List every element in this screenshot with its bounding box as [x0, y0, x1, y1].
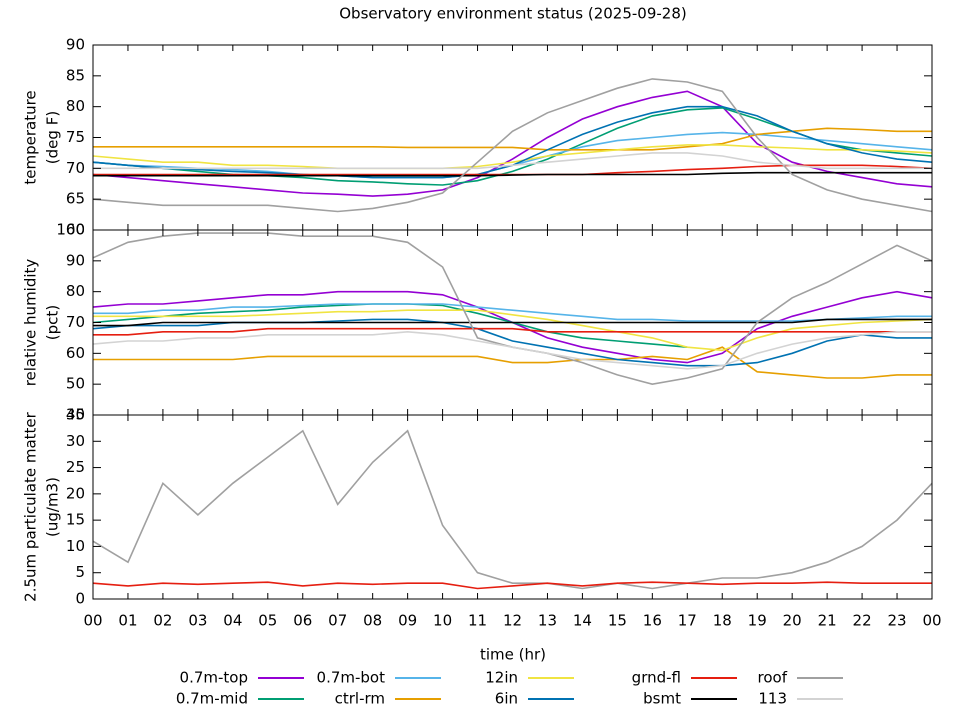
- legend-label: 0.7m-mid: [176, 690, 248, 708]
- series-line: [92, 581, 932, 590]
- y-tick-label: 90: [66, 251, 85, 269]
- y-tick-label: 60: [66, 221, 85, 239]
- x-tick-label: 17: [678, 612, 697, 630]
- series-line: [93, 327, 932, 336]
- x-tick-label: 15: [608, 612, 627, 630]
- y-tick-label: 65: [66, 190, 85, 208]
- series-line: [92, 330, 932, 370]
- y-tick-label: 70: [66, 159, 85, 177]
- x-tick-label: 04: [223, 612, 242, 630]
- series-line: [93, 152, 932, 170]
- x-tick-label: 03: [188, 612, 207, 630]
- legend-label: 6in: [495, 690, 518, 708]
- plot-frame: [92, 44, 933, 231]
- legend-label: bsmt: [643, 690, 681, 708]
- y-tick-label: 80: [66, 97, 85, 115]
- y-tick-label: 15: [66, 511, 85, 529]
- x-tick-label: 01: [118, 612, 137, 630]
- series-line: [92, 78, 933, 213]
- x-tick-label: 21: [818, 612, 837, 630]
- x-tick-label: 11: [468, 612, 487, 630]
- x-tick-label: 13: [538, 612, 557, 630]
- legend-label: 12in: [485, 669, 518, 687]
- y-axis-label: (deg F): [44, 111, 62, 164]
- y-tick-label: 80: [66, 282, 85, 300]
- y-tick-label: 5: [75, 563, 85, 581]
- x-axis-label: time (hr): [480, 646, 546, 664]
- legend-label: 0.7m-bot: [317, 669, 386, 687]
- y-tick-label: 100: [56, 221, 85, 239]
- legend-label: 0.7m-top: [180, 669, 248, 687]
- series-line: [93, 318, 932, 327]
- x-tick-label: 20: [783, 612, 802, 630]
- x-tick-label: 14: [573, 612, 592, 630]
- x-tick-label: 09: [398, 612, 417, 630]
- series-line: [92, 429, 933, 590]
- y-tick-label: 25: [66, 458, 85, 476]
- x-tick-label: 07: [328, 612, 347, 630]
- series-line: [92, 144, 933, 170]
- series-line: [92, 90, 933, 197]
- series-line: [93, 171, 932, 177]
- legend-label: ctrl-rm: [335, 690, 385, 708]
- x-tick-label: 10: [433, 612, 452, 630]
- y-tick-label: 30: [66, 432, 85, 450]
- x-tick-label: 18: [713, 612, 732, 630]
- x-tick-label: 06: [293, 612, 312, 630]
- legend-label: roof: [758, 669, 788, 687]
- y-tick-label: 0: [75, 590, 85, 608]
- y-tick-label: 70: [66, 313, 85, 331]
- legend-label: grnd-fl: [632, 669, 681, 687]
- y-tick-label: 75: [66, 128, 85, 146]
- x-tick-label: 23: [887, 612, 906, 630]
- y-tick-label: 20: [66, 484, 85, 502]
- y-axis-label: temperature: [22, 90, 40, 184]
- y-tick-label: 40: [66, 406, 85, 424]
- x-tick-label: 00: [922, 612, 941, 630]
- y-tick-label: 85: [66, 66, 85, 84]
- y-tick-label: 90: [66, 36, 85, 54]
- y-axis-label: 2.5um particulate matter: [22, 411, 40, 601]
- series-line: [93, 346, 932, 379]
- x-tick-label: 00: [83, 612, 102, 630]
- y-axis-label: relative humidity: [22, 259, 40, 387]
- x-tick-label: 02: [153, 612, 172, 630]
- y-tick-label: 35: [66, 406, 85, 424]
- x-tick-label: 16: [643, 612, 662, 630]
- x-tick-label: 08: [363, 612, 382, 630]
- chart-title: Observatory environment status (2025-09-…: [339, 5, 687, 23]
- y-tick-label: 60: [66, 344, 85, 362]
- y-tick-label: 50: [66, 375, 85, 393]
- series-line: [93, 303, 932, 322]
- y-axis-label: (pct): [44, 305, 62, 340]
- series-line: [93, 309, 933, 352]
- y-axis-label: (ug/m3): [44, 477, 62, 537]
- x-tick-label: 19: [748, 612, 767, 630]
- x-tick-label: 12: [503, 612, 522, 630]
- x-tick-label: 22: [853, 612, 872, 630]
- x-tick-label: 05: [258, 612, 277, 630]
- y-tick-label: 10: [66, 537, 85, 555]
- plot-frame: [92, 414, 933, 600]
- legend-label: 113: [758, 690, 787, 708]
